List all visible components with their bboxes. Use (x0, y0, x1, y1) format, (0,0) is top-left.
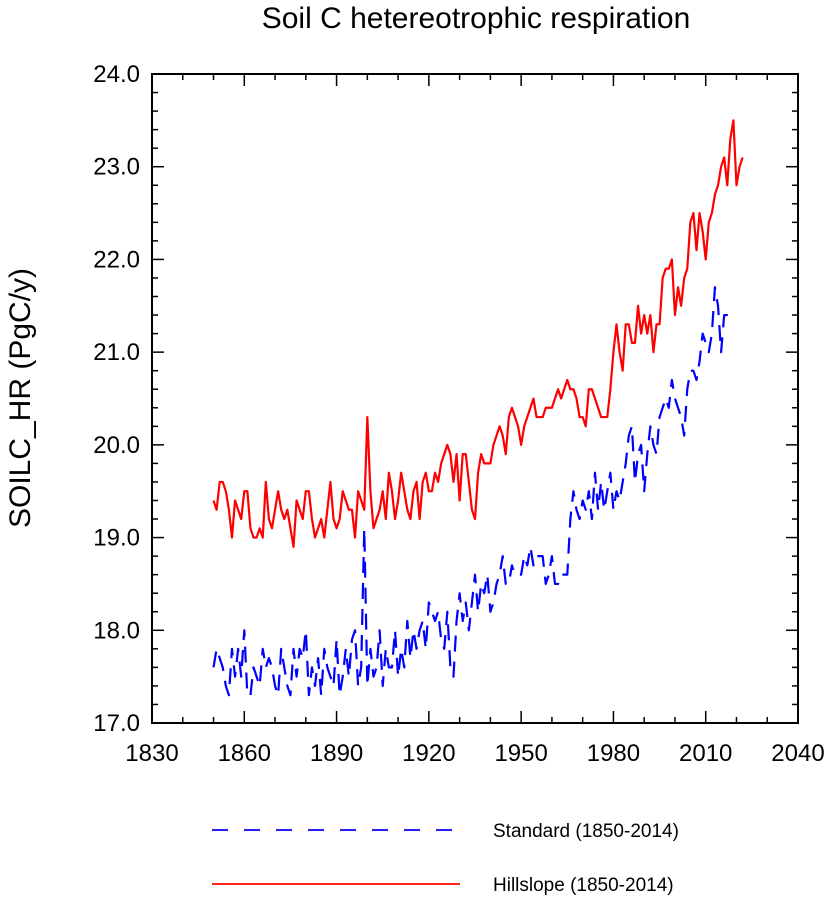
x-axis: 1830 1860 1890 1920 1950 1980 2010 2040 (125, 74, 825, 767)
x-tick-label: 1920 (402, 740, 455, 767)
x-tick-label: 1860 (218, 740, 271, 767)
y-tick-label: 21.0 (93, 339, 140, 366)
legend-label-standard: Standard (1850-2014) (493, 821, 679, 842)
x-tick-label: 2010 (679, 740, 732, 767)
x-tick-label: 1980 (587, 740, 640, 767)
chart-title: Soil C hetereotrophic respiration (262, 2, 691, 35)
y-tick-label: 18.0 (93, 617, 140, 644)
y-axis: 17.0 18.0 19.0 20.0 21.0 22.0 23.0 24.0 (93, 61, 798, 737)
legend-label-hillslope: Hillslope (1850-2014) (493, 875, 674, 896)
series-layer (212, 119, 744, 697)
y-axis-title: SOILC_HR (PgC/y) (4, 268, 37, 528)
y-tick-label: 23.0 (93, 154, 140, 181)
series-line-hillslope (212, 119, 744, 548)
y-tick-label: 22.0 (93, 246, 140, 273)
y-tick-label: 17.0 (93, 710, 140, 737)
x-tick-label: 1830 (125, 740, 178, 767)
x-tick-label: 1890 (310, 740, 363, 767)
series-line-standard (212, 286, 731, 697)
x-tick-label: 1950 (494, 740, 547, 767)
y-tick-label: 19.0 (93, 525, 140, 552)
legend: Standard (1850-2014) Hillslope (1850-201… (212, 821, 679, 896)
x-tick-label: 2040 (771, 740, 824, 767)
y-tick-label: 20.0 (93, 432, 140, 459)
y-tick-label: 24.0 (93, 61, 140, 88)
plot-frame (151, 73, 799, 724)
